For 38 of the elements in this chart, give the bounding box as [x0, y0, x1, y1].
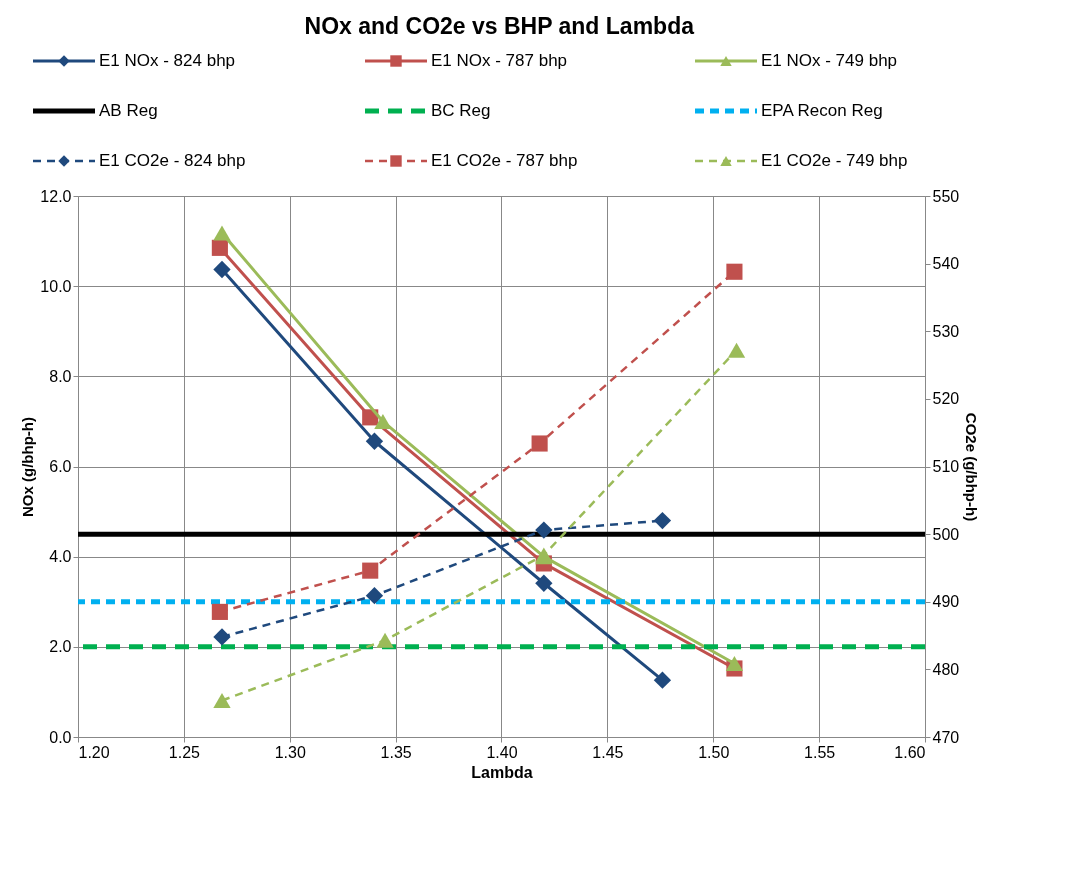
y-tick-label: 12.0 [40, 187, 72, 205]
y2-axis-title: CO2e (g/bhp-h) [963, 412, 981, 522]
x-tick-label: 1.40 [486, 743, 518, 761]
legend-label: E1 CO2e - 787 bhp [431, 151, 578, 170]
legend-label: BC Reg [431, 101, 491, 120]
legend-label: E1 NOx - 824 bhp [99, 51, 236, 70]
y2-tick-label: 520 [932, 390, 960, 408]
x-tick-label: 1.20 [78, 743, 110, 761]
legend-label: E1 NOx - 787 bhp [431, 51, 568, 70]
y2-tick-label: 530 [932, 322, 960, 340]
y-axis-title: NOx (g/bhp-h) [19, 417, 37, 517]
legend-label: E1 CO2e - 749 bhp [761, 151, 908, 170]
chart-title: NOx and CO2e vs BHP and Lambda [304, 12, 695, 39]
y2-tick-label: 480 [932, 660, 960, 678]
y-tick-label: 10.0 [40, 277, 72, 295]
y2-tick-label: 490 [932, 593, 960, 611]
y-tick-label: 8.0 [49, 367, 72, 385]
y-tick-label: 6.0 [49, 458, 72, 475]
x-tick-label: 1.45 [592, 743, 624, 761]
x-tick-label: 1.35 [380, 743, 412, 761]
y2-tick-label: 550 [932, 187, 960, 205]
y2-tick-label: 540 [932, 255, 960, 273]
y-tick-label: 4.0 [49, 548, 72, 566]
y2-tick-label: 470 [932, 728, 960, 746]
legend-label: E1 NOx - 749 bhp [761, 51, 898, 70]
legend-label: AB Reg [99, 101, 158, 120]
x-tick-label: 1.60 [894, 743, 926, 761]
x-tick-label: 1.25 [168, 743, 201, 761]
y-tick-label: 0.0 [49, 728, 72, 746]
x-tick-label: 1.50 [698, 743, 730, 761]
y2-tick-label: 510 [932, 458, 960, 475]
x-tick-label: 1.30 [274, 743, 306, 761]
legend-label: EPA Recon Reg [761, 101, 883, 120]
x-axis-title: Lambda [471, 763, 533, 781]
legend-label: E1 CO2e - 824 bhp [99, 151, 246, 170]
y2-tick-label: 500 [932, 525, 960, 543]
y-tick-label: 2.0 [49, 638, 72, 656]
x-tick-label: 1.55 [804, 743, 836, 761]
